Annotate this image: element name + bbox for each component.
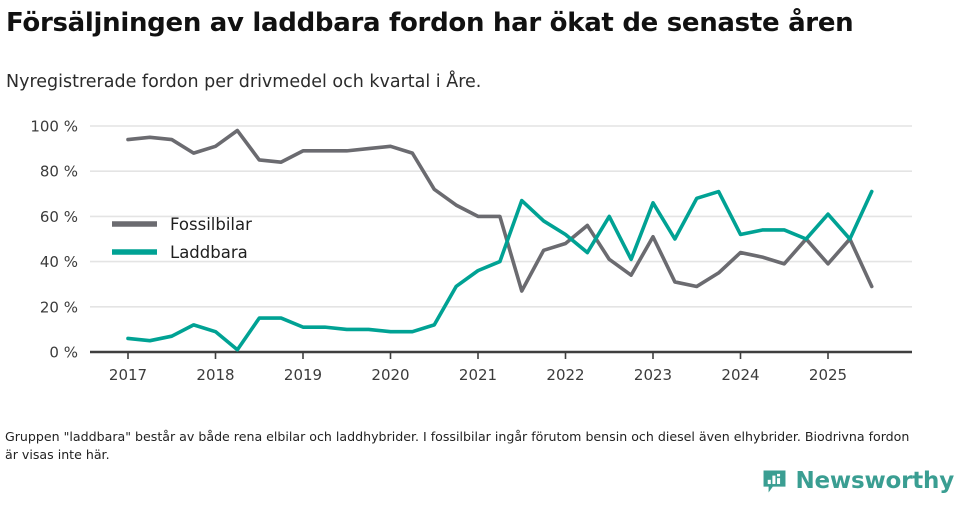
line-chart: 0 % 20 % 40 % 60 % 80 % 100 % 2017 2018 2019 202…	[30, 118, 912, 384]
x-tick-label: 2023	[634, 366, 672, 384]
chart-legend: Fossilbilar Laddbara	[112, 215, 252, 262]
x-tick-label: 2025	[809, 366, 847, 384]
x-tick-label: 2021	[459, 366, 497, 384]
y-tick-label: 80 %	[40, 163, 78, 181]
x-tick-label: 2020	[371, 366, 409, 384]
y-tick-label: 60 %	[40, 208, 78, 226]
x-axis-ticks	[127, 352, 829, 359]
y-tick-label: 100 %	[30, 118, 78, 136]
legend-label: Laddbara	[170, 243, 248, 262]
bar-chart-speech-bubble-icon	[763, 470, 786, 493]
chart-footnote: Gruppen "laddbara" består av både rena e…	[5, 429, 910, 462]
x-tick-label: 2022	[546, 366, 584, 384]
y-tick-label: 20 %	[40, 298, 78, 316]
x-tick-label: 2024	[721, 366, 759, 384]
x-tick-label: 2019	[284, 366, 322, 384]
chart-series	[126, 128, 874, 352]
legend-label: Fossilbilar	[170, 215, 252, 234]
chart-container: 0 % 20 % 40 % 60 % 80 % 100 % 2017 2018 2019 202…	[0, 108, 960, 393]
newsworthy-wordmark: Newsworthy	[795, 468, 954, 494]
page-title: Försäljningen av laddbara fordon har öka…	[6, 8, 854, 38]
x-tick-label: 2017	[109, 366, 147, 384]
x-axis-tick-labels: 2017 2018 2019 2020 2021 2022 2023 2024 2025	[109, 366, 847, 384]
page-subtitle: Nyregistrerade fordon per drivmedel och …	[6, 72, 482, 92]
newsworthy-logo[interactable]: Newsworthy	[761, 468, 954, 495]
series-line-fossilbilar	[126, 128, 874, 293]
series-line-laddbara	[126, 189, 874, 352]
y-tick-label: 0 %	[49, 344, 78, 362]
y-axis-tick-labels: 0 % 20 % 40 % 60 % 80 % 100 %	[30, 118, 78, 362]
x-tick-label: 2018	[196, 366, 234, 384]
y-tick-label: 40 %	[40, 253, 78, 271]
